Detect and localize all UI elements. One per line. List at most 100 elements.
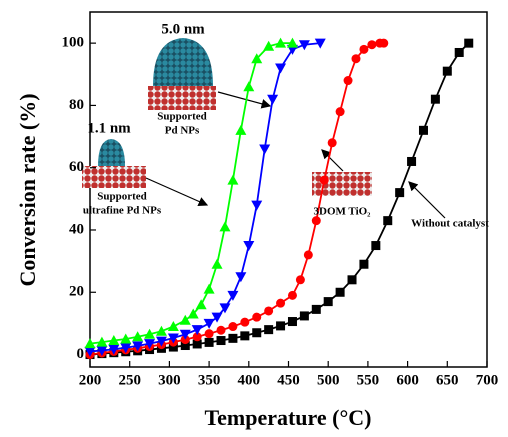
annotation: Supported: [97, 191, 147, 203]
marker: [371, 241, 381, 251]
y-axis-title: Conversion rate (%): [15, 93, 40, 286]
marker: [311, 216, 321, 226]
marker: [303, 250, 313, 260]
marker: [204, 337, 214, 347]
marker: [275, 37, 287, 48]
marker: [243, 241, 255, 252]
marker: [180, 341, 190, 351]
marker: [314, 38, 326, 49]
marker: [383, 216, 393, 226]
marker: [144, 339, 156, 350]
x-axis-title: Temperature (°C): [204, 405, 371, 430]
marker: [235, 272, 247, 283]
marker: [351, 54, 361, 64]
marker: [367, 40, 377, 50]
marker: [108, 335, 120, 346]
marker: [252, 328, 262, 338]
marker: [264, 325, 274, 335]
marker: [84, 346, 96, 357]
marker: [203, 283, 215, 294]
x-tick-label: 400: [238, 372, 261, 388]
marker: [359, 259, 369, 269]
cluster-small: [98, 139, 125, 166]
marker: [219, 303, 231, 314]
marker: [228, 322, 238, 332]
marker: [203, 318, 215, 329]
marker: [327, 138, 337, 148]
marker: [299, 311, 309, 321]
marker: [359, 44, 369, 54]
marker: [335, 107, 345, 117]
marker: [84, 338, 96, 349]
marker: [264, 306, 274, 316]
marker: [442, 66, 452, 76]
arrow: [408, 181, 446, 219]
marker: [144, 328, 156, 339]
y-tick-label: 100: [62, 35, 85, 51]
annotation: 1.1 nm: [87, 120, 131, 136]
series-line: [89, 42, 470, 356]
marker: [298, 40, 310, 51]
marker: [228, 333, 238, 343]
marker: [379, 38, 389, 48]
x-tick-label: 600: [396, 372, 419, 388]
marker: [168, 342, 178, 352]
marker: [343, 76, 353, 86]
marker: [167, 321, 179, 332]
insets: [82, 38, 446, 219]
annotation: ultrafine Pd NPs: [83, 205, 162, 217]
annotation: 3DOM TiO₂: [314, 206, 372, 218]
marker: [179, 329, 191, 340]
marker: [464, 38, 474, 48]
marker: [120, 343, 132, 354]
support-slab: [148, 86, 216, 110]
x-tick-label: 650: [436, 372, 459, 388]
x-tick-label: 450: [277, 372, 300, 388]
annotation: Pd NPs: [165, 125, 200, 137]
marker: [252, 312, 262, 322]
marker: [167, 333, 179, 344]
marker: [96, 345, 108, 356]
annotation: 5.0 nm: [161, 21, 205, 37]
marker: [251, 200, 263, 211]
marker: [216, 336, 226, 346]
arrow: [321, 149, 344, 172]
marker: [120, 333, 132, 344]
cluster-large: [153, 38, 213, 86]
marker: [191, 325, 203, 336]
marker: [243, 81, 255, 92]
marker: [311, 304, 321, 314]
marker: [251, 53, 263, 64]
annotation: Without catalyst: [411, 218, 489, 230]
support-slab: [82, 166, 146, 188]
marker: [323, 297, 333, 307]
marker: [227, 290, 239, 301]
marker: [204, 329, 214, 339]
marker: [335, 287, 345, 297]
marker: [286, 37, 298, 48]
marker: [211, 312, 223, 323]
x-tick-label: 200: [79, 372, 102, 388]
marker: [287, 317, 297, 327]
marker: [132, 341, 144, 352]
marker: [195, 299, 207, 310]
y-tick-label: 0: [77, 346, 85, 362]
marker: [347, 275, 357, 285]
y-tick-label: 20: [69, 284, 84, 300]
y-tick-label: 40: [69, 221, 84, 237]
plot-frame: [89, 11, 488, 368]
x-tick-label: 250: [118, 372, 141, 388]
marker: [276, 298, 286, 308]
marker: [187, 308, 199, 319]
marker: [211, 258, 223, 269]
annotation: Supported: [157, 111, 207, 123]
marker: [227, 174, 239, 185]
marker: [287, 290, 297, 300]
y-tick-label: 60: [69, 159, 84, 175]
x-tick-label: 550: [357, 372, 380, 388]
marker: [216, 325, 226, 335]
x-tick-label: 300: [158, 372, 181, 388]
marker: [219, 221, 231, 232]
marker: [276, 321, 286, 331]
marker: [155, 325, 167, 336]
